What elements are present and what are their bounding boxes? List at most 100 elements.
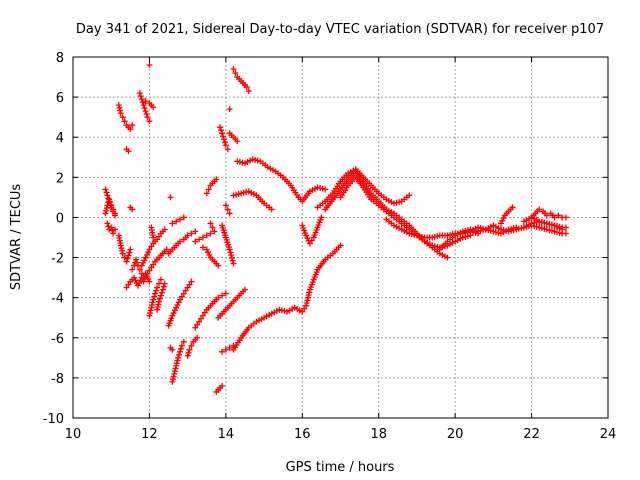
data-point-interp bbox=[176, 351, 183, 358]
data-point-interp bbox=[141, 105, 148, 112]
data-point bbox=[303, 232, 310, 239]
data-point bbox=[205, 186, 212, 193]
data-point-interp bbox=[139, 99, 146, 106]
data-point bbox=[222, 290, 229, 297]
data-point-interp bbox=[148, 243, 155, 250]
series-arc-p bbox=[148, 224, 157, 241]
series-arc-az bbox=[528, 214, 569, 231]
data-point-interp bbox=[171, 307, 178, 314]
data-point bbox=[117, 110, 124, 117]
data-point bbox=[180, 214, 187, 221]
y-tick-label: 8 bbox=[56, 51, 64, 66]
series-arc-z bbox=[192, 230, 214, 245]
data-point bbox=[146, 62, 153, 69]
data-point bbox=[215, 294, 222, 301]
series-arc-o bbox=[146, 276, 164, 319]
data-point bbox=[243, 84, 250, 91]
series-arc-aj bbox=[219, 222, 237, 267]
x-tick-label: 12 bbox=[141, 427, 158, 442]
data-point bbox=[131, 274, 138, 281]
data-point-interp bbox=[126, 249, 133, 256]
data-point bbox=[121, 118, 128, 125]
data-point-interp bbox=[205, 249, 212, 256]
data-point-interp bbox=[134, 259, 141, 266]
series-arc-x bbox=[184, 334, 201, 359]
data-point bbox=[222, 202, 229, 209]
data-point-interp bbox=[221, 139, 228, 146]
data-point-interp bbox=[143, 111, 150, 118]
y-tick-label: 2 bbox=[56, 171, 64, 186]
data-point bbox=[543, 212, 550, 219]
data-point bbox=[125, 148, 132, 155]
series-arc-u bbox=[169, 338, 187, 385]
data-point bbox=[203, 232, 210, 239]
series-arc-s bbox=[169, 214, 187, 227]
series-arc-ah bbox=[226, 130, 241, 145]
x-tick-label: 24 bbox=[600, 427, 617, 442]
data-point-interp bbox=[160, 283, 167, 290]
data-point bbox=[154, 236, 161, 243]
data-point bbox=[140, 102, 147, 109]
data-point bbox=[226, 246, 233, 253]
data-point bbox=[215, 262, 222, 269]
data-point bbox=[219, 292, 226, 299]
data-point bbox=[177, 216, 183, 223]
data-point bbox=[226, 344, 233, 351]
data-point-interp bbox=[308, 237, 315, 244]
data-point bbox=[110, 208, 117, 215]
data-point bbox=[112, 212, 119, 219]
data-point bbox=[318, 214, 325, 221]
series-arc-ap bbox=[299, 214, 325, 247]
series-arc-e bbox=[123, 146, 132, 155]
data-point bbox=[203, 246, 210, 253]
data-point bbox=[178, 342, 185, 349]
data-point bbox=[230, 260, 237, 267]
y-tick-label: -6 bbox=[51, 332, 64, 347]
data-point bbox=[226, 106, 233, 113]
data-point bbox=[196, 236, 203, 243]
data-points bbox=[102, 62, 569, 395]
data-point-interp bbox=[150, 261, 157, 268]
data-point bbox=[142, 254, 149, 261]
data-point bbox=[199, 244, 206, 251]
series-arc-i bbox=[129, 256, 145, 277]
data-point-interp bbox=[146, 267, 153, 274]
data-point-interp bbox=[136, 279, 143, 286]
series-arc-am bbox=[234, 156, 329, 205]
data-point bbox=[138, 96, 145, 103]
y-tick-label: 4 bbox=[56, 131, 64, 146]
data-point bbox=[337, 242, 344, 249]
data-point bbox=[188, 278, 195, 285]
data-point-interp bbox=[141, 275, 148, 282]
data-point-interp bbox=[198, 315, 205, 322]
data-point bbox=[144, 114, 151, 121]
data-point bbox=[217, 124, 224, 131]
data-point bbox=[268, 206, 275, 213]
data-point bbox=[129, 122, 136, 129]
series-arc-k bbox=[142, 98, 157, 111]
data-point-interp bbox=[170, 310, 177, 317]
x-tick-label: 20 bbox=[447, 427, 464, 442]
series-arc-t bbox=[165, 278, 195, 329]
data-point-interp bbox=[124, 255, 131, 262]
data-point bbox=[306, 240, 313, 247]
series-arc-d bbox=[115, 102, 136, 133]
series-arc-n bbox=[140, 246, 170, 285]
data-point-interp bbox=[228, 254, 235, 261]
data-point bbox=[207, 230, 214, 237]
y-axis-label: SDTVAR / TECUs bbox=[9, 184, 24, 291]
data-point-interp bbox=[145, 249, 152, 256]
data-point-interp bbox=[174, 302, 181, 309]
data-point-interp bbox=[178, 293, 185, 300]
y-tick-label: -2 bbox=[51, 252, 64, 267]
data-point bbox=[119, 250, 126, 257]
x-tick-label: 10 bbox=[65, 427, 82, 442]
data-point bbox=[144, 270, 151, 277]
data-point bbox=[199, 234, 206, 241]
data-point-interp bbox=[227, 249, 234, 256]
data-point-interp bbox=[206, 251, 213, 258]
data-point-interp bbox=[175, 299, 182, 306]
data-point bbox=[177, 296, 183, 303]
data-point bbox=[299, 308, 306, 315]
data-point bbox=[161, 226, 168, 233]
